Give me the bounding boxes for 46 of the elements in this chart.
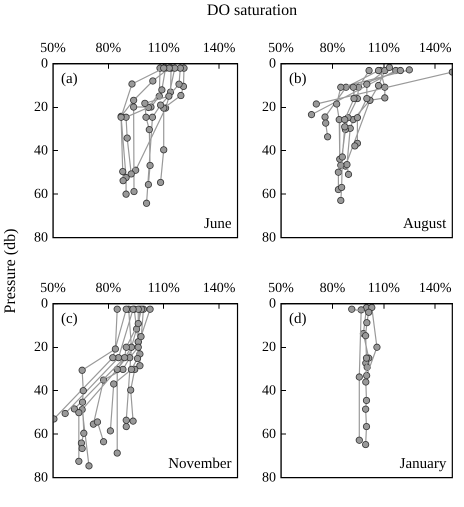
x-axis-title: DO saturation	[206, 2, 298, 20]
x-tick-label: 110%	[148, 281, 180, 296]
x-tick-label: 140%	[202, 41, 236, 56]
y-tick-label: 40	[34, 383, 48, 398]
x-tick-label: 80%	[320, 41, 346, 56]
x-tick-label: 50%	[40, 281, 66, 296]
annotation: August	[402, 216, 448, 232]
y-tick-label: 20	[262, 340, 276, 355]
y-tick-label: 60	[262, 186, 276, 202]
y-tick-label: 80	[34, 470, 48, 486]
y-tick-label: 20	[34, 340, 48, 355]
annotation: (d)	[289, 311, 306, 328]
y-tick-label: 80	[34, 230, 48, 246]
annotation: November	[168, 456, 232, 472]
annotation: June	[204, 216, 232, 232]
y-tick-label: 20	[262, 100, 276, 115]
y-tick-label: 40	[34, 143, 48, 158]
x-tick-label: 80%	[96, 281, 122, 296]
x-tick-label: 50%	[268, 281, 294, 296]
x-tick-label: 110%	[368, 41, 400, 56]
x-tick-label: 140%	[202, 281, 236, 296]
y-tick-label: 80	[262, 230, 276, 246]
y-tick-label: 60	[34, 186, 48, 202]
y-tick-label: 0	[41, 296, 48, 312]
x-tick-label: 140%	[418, 281, 452, 296]
y-tick-label: 40	[262, 143, 276, 158]
y-tick-label: 0	[269, 56, 276, 72]
x-tick-label: 80%	[96, 41, 122, 56]
y-tick-label: 0	[269, 296, 276, 312]
y-tick-label: 20	[34, 100, 48, 115]
annotation: January	[400, 456, 447, 472]
annotation: (c)	[61, 311, 78, 328]
y-tick-label: 80	[262, 470, 276, 486]
y-tick-label: 0	[41, 56, 48, 72]
y-axis-title: Pressure (db)	[2, 228, 20, 316]
x-tick-label: 140%	[418, 41, 452, 56]
y-tick-label: 60	[262, 426, 276, 442]
annotation: (b)	[289, 71, 306, 88]
x-tick-label: 50%	[268, 41, 294, 56]
x-tick-label: 80%	[320, 281, 346, 296]
y-tick-label: 40	[262, 383, 276, 398]
y-tick-label: 60	[34, 426, 48, 442]
annotation: (a)	[61, 71, 78, 88]
x-tick-label: 50%	[40, 41, 66, 56]
x-tick-label: 110%	[148, 41, 180, 56]
x-tick-label: 110%	[368, 281, 400, 296]
